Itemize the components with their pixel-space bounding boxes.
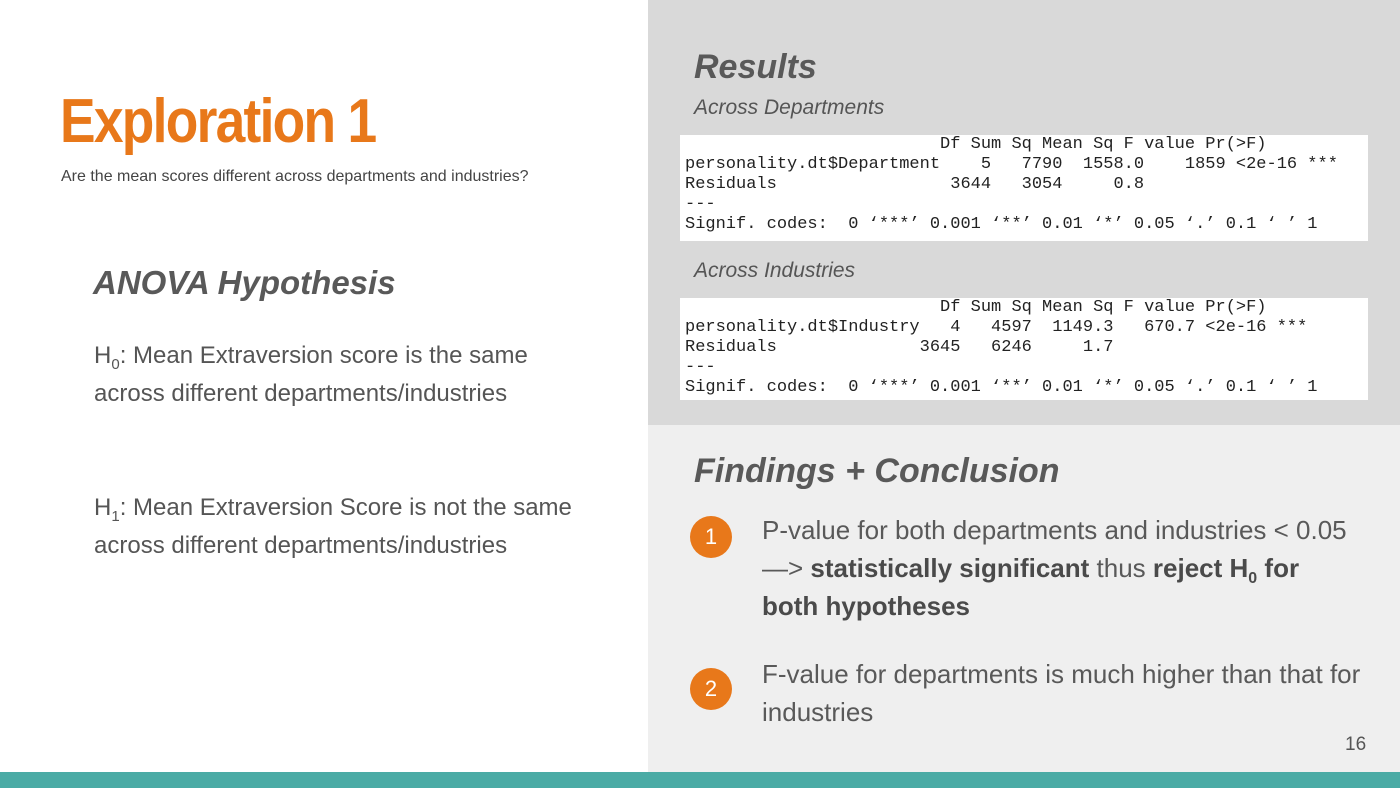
anova-line: Residuals 3645 6246 1.7 [685,338,1114,357]
h0-text: : Mean Extraversion score is the same ac… [94,342,528,407]
anova-line: personality.dt$Industry 4 4597 1149.3 67… [685,318,1308,337]
results-heading: Results [694,48,817,86]
alternative-hypothesis: H1: Mean Extraversion Score is not the s… [94,489,594,565]
h0-subscript: 0 [111,355,120,373]
departments-anova-output: Df Sum Sq Mean Sq F value Pr(>F) personal… [680,135,1368,241]
page-number: 16 [1345,734,1367,755]
anova-line: --- [685,358,716,377]
anova-line: --- [685,195,716,214]
slide-subtitle: Are the mean scores different across dep… [61,168,529,185]
h1-text: : Mean Extraversion Score is not the sam… [94,494,572,559]
anova-line: Signif. codes: 0 ‘***’ 0.001 ‘**’ 0.01 ‘… [685,215,1318,234]
h1-subscript: 1 [111,507,120,525]
finding-emphasis: statistically significant [810,553,1090,583]
industries-caption: Across Industries [694,259,856,282]
h0-letter: H [94,342,112,369]
findings-heading: Findings + Conclusion [694,452,1060,490]
finding-number-badge: 1 [690,516,732,558]
finding-text: P-value for both departments and industr… [762,515,1347,583]
finding-item-2: F-value for departments is much higher t… [762,659,1361,727]
anova-hypothesis-heading: ANOVA Hypothesis [93,264,396,301]
industries-anova-output: Df Sum Sq Mean Sq F value Pr(>F) personal… [680,298,1368,400]
anova-line: Residuals 3644 3054 0.8 [685,175,1145,194]
finding-text: thus [1089,553,1153,583]
anova-line: Df Sum Sq Mean Sq F value Pr(>F) [685,298,1267,317]
slide-title: Exploration 1 [60,87,377,156]
finding-conclusion: reject H0 for both hypotheses [762,553,1299,621]
anova-line: Df Sum Sq Mean Sq F value Pr(>F) [685,135,1267,154]
departments-caption: Across Departments [694,96,885,119]
left-panel [0,0,648,772]
finding-conclusion-text: for both hypotheses [762,553,1300,621]
anova-line: personality.dt$Department 5 7790 1558.0 … [685,155,1338,174]
findings-panel [648,425,1400,772]
footer-bar [0,772,1400,788]
finding-item-1: P-value for both departments and industr… [762,511,1362,625]
finding-conclusion-text: reject H [1152,553,1249,583]
finding-number-badge: 2 [690,668,732,710]
finding-conclusion-subscript: 0 [1248,570,1258,588]
anova-line: Signif. codes: 0 ‘***’ 0.001 ‘**’ 0.01 ‘… [685,378,1318,397]
null-hypothesis: H0: Mean Extraversion score is the same … [94,337,594,413]
h1-letter: H [94,494,112,521]
